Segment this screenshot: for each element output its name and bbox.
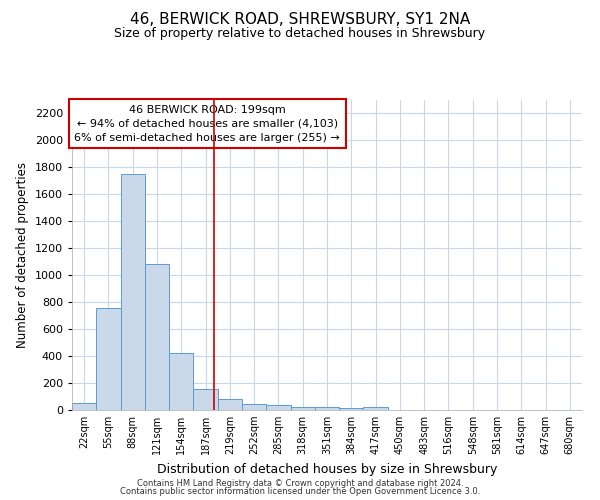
Bar bbox=[169, 352, 193, 410]
Bar bbox=[218, 399, 242, 410]
Bar bbox=[121, 174, 145, 410]
Text: Contains HM Land Registry data © Crown copyright and database right 2024.: Contains HM Land Registry data © Crown c… bbox=[137, 478, 463, 488]
Bar bbox=[242, 404, 266, 410]
Bar bbox=[96, 308, 121, 410]
Text: 46, BERWICK ROAD, SHREWSBURY, SY1 2NA: 46, BERWICK ROAD, SHREWSBURY, SY1 2NA bbox=[130, 12, 470, 28]
Y-axis label: Number of detached properties: Number of detached properties bbox=[16, 162, 29, 348]
X-axis label: Distribution of detached houses by size in Shrewsbury: Distribution of detached houses by size … bbox=[157, 462, 497, 475]
Bar bbox=[339, 408, 364, 410]
Bar bbox=[290, 406, 315, 410]
Bar bbox=[266, 406, 290, 410]
Bar bbox=[193, 389, 218, 410]
Text: Size of property relative to detached houses in Shrewsbury: Size of property relative to detached ho… bbox=[115, 28, 485, 40]
Bar bbox=[72, 402, 96, 410]
Bar bbox=[315, 408, 339, 410]
Bar bbox=[364, 408, 388, 410]
Bar bbox=[145, 264, 169, 410]
Text: Contains public sector information licensed under the Open Government Licence 3.: Contains public sector information licen… bbox=[120, 487, 480, 496]
Text: 46 BERWICK ROAD: 199sqm
← 94% of detached houses are smaller (4,103)
6% of semi-: 46 BERWICK ROAD: 199sqm ← 94% of detache… bbox=[74, 104, 340, 142]
